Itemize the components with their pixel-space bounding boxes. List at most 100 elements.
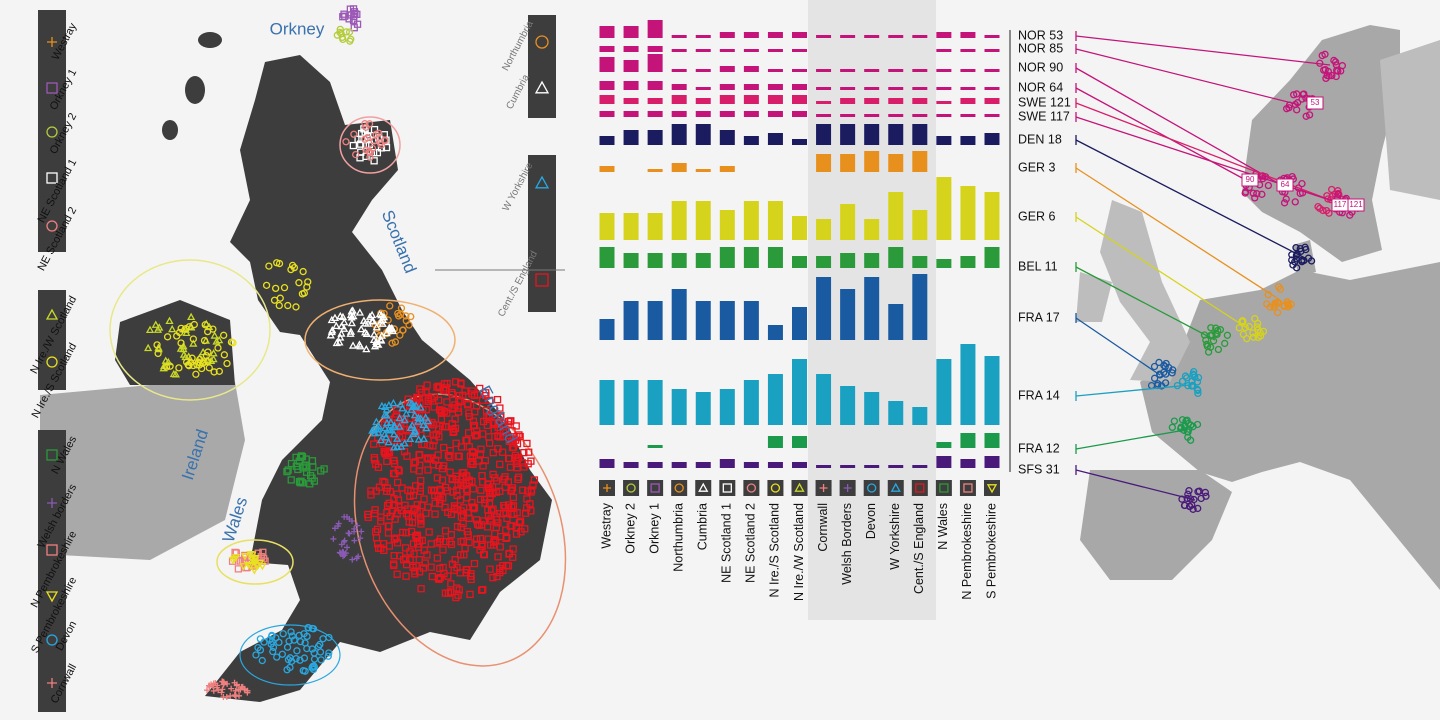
- sample-marker: [427, 563, 435, 571]
- bar: [960, 433, 976, 448]
- sample-marker: [179, 344, 188, 353]
- sample-marker: [517, 528, 525, 536]
- sample-marker: [309, 662, 317, 671]
- sample-marker: [350, 16, 358, 24]
- sample-marker: [472, 402, 481, 410]
- bar: [936, 456, 952, 468]
- sample-marker: [219, 678, 226, 685]
- sample-marker: [414, 435, 423, 443]
- sample-marker: [260, 638, 268, 646]
- map-tag-label: 90: [1246, 175, 1255, 184]
- sample-marker: [1307, 257, 1316, 265]
- sample-marker: [516, 517, 525, 525]
- sample-marker: [231, 548, 239, 557]
- sample-marker: [469, 421, 478, 430]
- sample-marker: [514, 473, 523, 481]
- bar: [960, 256, 976, 268]
- sample-marker: [384, 437, 393, 446]
- sample-marker: [529, 481, 537, 489]
- sample-marker: [402, 312, 410, 320]
- bar: [960, 49, 976, 52]
- sample-marker: [285, 637, 293, 645]
- sample-marker: [454, 591, 462, 599]
- category-symbol-box: [911, 480, 928, 496]
- sample-marker: [1325, 72, 1333, 80]
- sample-marker: [437, 415, 446, 423]
- bar: [623, 46, 639, 52]
- sample-marker: [244, 561, 253, 570]
- sample-marker: [421, 559, 429, 567]
- sample-marker: [351, 528, 358, 535]
- sample-marker: [496, 460, 504, 468]
- bar: [864, 151, 880, 172]
- sample-marker: [1161, 362, 1169, 371]
- sample-marker: [491, 418, 499, 427]
- sample-marker: [162, 363, 171, 371]
- region-ring: [109, 259, 271, 401]
- sample-marker: [240, 553, 250, 561]
- bar: [840, 465, 856, 468]
- sample-marker: [166, 362, 174, 370]
- legend-symbol: [46, 172, 58, 184]
- sample-marker: [407, 487, 415, 495]
- bar: [743, 462, 759, 468]
- bar: [647, 54, 663, 72]
- sample-marker: [406, 434, 415, 443]
- bar: [864, 35, 880, 38]
- sample-marker: [410, 402, 419, 410]
- sample-marker: [478, 396, 487, 404]
- sample-marker: [453, 522, 462, 531]
- bar: [647, 20, 663, 38]
- bar: [840, 253, 856, 268]
- sample-marker: [325, 649, 333, 657]
- category-symbol-box: [695, 480, 712, 496]
- bar: [599, 95, 615, 104]
- sample-marker: [1249, 189, 1257, 197]
- bar: [936, 101, 952, 104]
- sample-marker: [1190, 495, 1198, 504]
- category-symbol-box: [647, 480, 664, 496]
- sample-marker: [435, 538, 444, 546]
- sample-marker: [336, 311, 345, 320]
- bar: [864, 124, 880, 145]
- sample-marker: [1321, 65, 1329, 74]
- sample-marker: [394, 466, 402, 474]
- sample-marker: [442, 423, 450, 431]
- bar: [599, 57, 615, 72]
- bar: [599, 166, 615, 172]
- bar: [767, 374, 783, 425]
- sample-marker: [345, 15, 353, 23]
- bar: [695, 169, 711, 172]
- bar: [816, 374, 832, 425]
- category-symbol: [819, 484, 828, 492]
- bar: [719, 66, 735, 72]
- sample-marker: [417, 585, 425, 593]
- bar: [671, 462, 687, 468]
- sample-marker: [1185, 487, 1193, 495]
- sample-marker: [468, 448, 476, 456]
- sample-marker: [417, 476, 425, 485]
- sample-marker: [452, 439, 460, 447]
- sample-marker: [463, 527, 471, 536]
- sample-marker: [410, 410, 419, 419]
- bar: [936, 177, 952, 240]
- legend-symbol: [47, 678, 57, 688]
- sample-marker: [357, 535, 364, 542]
- category-symbol-box: [767, 480, 784, 496]
- sample-marker: [290, 263, 299, 272]
- sample-marker: [393, 434, 402, 442]
- sample-marker: [354, 522, 361, 529]
- island: [162, 120, 178, 140]
- sample-marker: [506, 463, 515, 471]
- sample-marker: [447, 531, 455, 539]
- sample-marker: [342, 138, 350, 146]
- bar: [864, 69, 880, 72]
- bar: [767, 462, 783, 468]
- sample-marker: [275, 638, 283, 647]
- sample-marker: [417, 520, 425, 528]
- bar: [695, 35, 711, 38]
- sample-marker: [286, 654, 294, 662]
- sample-marker: [1183, 494, 1191, 503]
- sample-marker: [250, 567, 259, 575]
- category-label: N Wales: [936, 503, 950, 550]
